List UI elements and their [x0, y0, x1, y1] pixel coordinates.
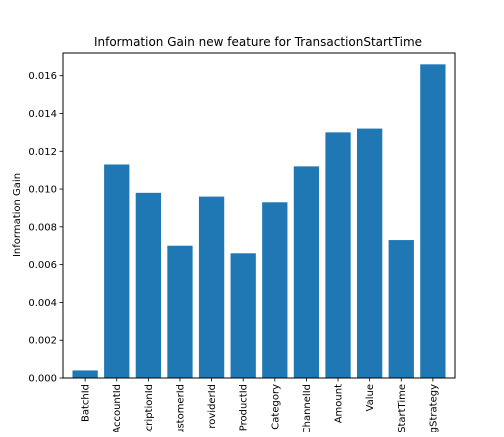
y-axis-ticks: 0.000 0.002 0.004 0.006 0.008 0.010 0.012 0.014…	[28, 71, 63, 385]
x-tick-label: BatchId	[81, 384, 92, 422]
y-tick-label: 0.014	[28, 109, 57, 120]
y-tick-label: 0.006	[28, 260, 57, 271]
x-tick-label: scriptionId	[144, 384, 155, 432]
y-tick-label: 0.002	[28, 336, 57, 347]
bar-Value	[357, 128, 383, 378]
bar-PricingStrategy	[420, 64, 446, 378]
x-tick-label: StartTime	[397, 384, 408, 432]
x-tick-label: ChannelId	[302, 384, 313, 432]
chart-title: Information Gain new feature for Transac…	[94, 35, 422, 49]
x-tick-label: gStrategy	[428, 384, 439, 432]
bar-ProductCategory	[262, 202, 288, 378]
bar-BatchId	[72, 370, 98, 378]
x-tick-label: Category	[270, 384, 281, 430]
y-tick-label: 0.004	[28, 298, 57, 309]
bar-ChannelId	[293, 166, 320, 378]
bar-SubscriptionId	[135, 192, 161, 378]
y-axis-label: Information Gain	[12, 173, 23, 257]
y-tick-label: 0.010	[28, 185, 57, 196]
x-tick-label: roviderId	[207, 384, 218, 429]
x-tick-label: ustomerId	[175, 384, 186, 432]
bar-TransactionStartTime	[388, 240, 414, 378]
y-tick-label: 0.012	[28, 147, 57, 158]
bar-CustomerId	[167, 245, 193, 378]
x-tick-label: Value	[365, 384, 376, 411]
y-tick-label: 0.008	[28, 222, 57, 233]
bar-ProductId	[230, 253, 256, 378]
y-tick-label: 0.000	[28, 374, 57, 385]
x-tick-label: Amount	[334, 384, 345, 423]
bar-AccountId	[104, 164, 130, 378]
y-tick-label: 0.016	[28, 71, 57, 82]
bars-group	[72, 64, 446, 378]
x-tick-label: ProductId	[239, 384, 250, 431]
bar-ProviderId	[198, 196, 225, 378]
bar-Amount	[325, 132, 351, 378]
plot-area-frame	[62, 52, 456, 379]
x-tick-label: AccountId	[112, 384, 123, 432]
x-axis-ticks: BatchId AccountId scriptionId ustomerId rovi…	[81, 378, 439, 436]
